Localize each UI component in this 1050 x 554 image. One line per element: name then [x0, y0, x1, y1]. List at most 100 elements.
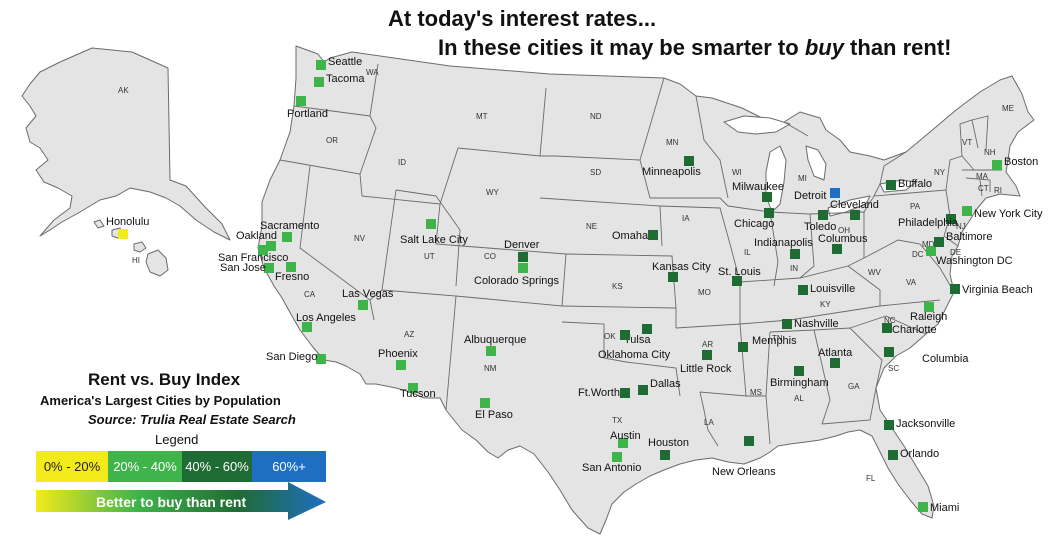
city-marker-detroit[interactable] — [830, 188, 840, 198]
city-marker-st-louis[interactable] — [732, 276, 742, 286]
city-label-columbus[interactable]: Columbus — [818, 233, 868, 245]
city-marker-san-antonio[interactable] — [612, 452, 622, 462]
city-label-memphis[interactable]: Memphis — [752, 335, 797, 347]
city-marker-portland[interactable] — [296, 96, 306, 106]
city-marker-birmingham[interactable] — [794, 366, 804, 376]
city-label-indianapolis[interactable]: Indianapolis — [754, 237, 813, 249]
city-label-tacoma[interactable]: Tacoma — [326, 73, 365, 85]
city-marker-atlanta[interactable] — [830, 358, 840, 368]
city-marker-san-francisco[interactable] — [258, 245, 268, 255]
city-label-honolulu[interactable]: Honolulu — [106, 216, 150, 228]
city-marker-tulsa[interactable] — [642, 324, 652, 334]
city-marker-tucson[interactable] — [408, 383, 418, 393]
city-label-tulsa[interactable]: Tulsa — [624, 334, 651, 346]
city-marker-new-york-city[interactable] — [962, 206, 972, 216]
city-label-orlando[interactable]: Orlando — [900, 448, 940, 460]
city-label-phoenix[interactable]: Phoenix — [378, 348, 418, 360]
city-marker-seattle[interactable] — [316, 60, 326, 70]
city-label-dallas[interactable]: Dallas — [650, 378, 681, 390]
city-marker-columbus[interactable] — [832, 244, 842, 254]
city-label-miami[interactable]: Miami — [930, 502, 960, 514]
city-marker-omaha[interactable] — [648, 230, 658, 240]
city-marker-washington-dc[interactable] — [926, 246, 936, 256]
city-marker-milwaukee[interactable] — [762, 192, 772, 202]
city-label-sacramento[interactable]: Sacramento — [260, 220, 320, 232]
city-label-san-diego[interactable]: San Diego — [266, 351, 318, 363]
city-label-los-angeles[interactable]: Los Angeles — [296, 312, 356, 324]
city-marker-memphis[interactable] — [738, 342, 748, 352]
city-label-buffalo[interactable]: Buffalo — [898, 178, 933, 190]
city-marker-charlotte[interactable] — [882, 323, 892, 333]
city-label-washington-dc[interactable]: Washington DC — [936, 255, 1013, 267]
city-label-chicago[interactable]: Chicago — [734, 218, 775, 230]
city-label-detroit[interactable]: Detroit — [794, 190, 827, 202]
city-label-ft-worth[interactable]: Ft.Worth — [578, 387, 620, 399]
city-marker-chicago[interactable] — [764, 208, 774, 218]
city-label-new-york-city[interactable]: New York City — [974, 208, 1043, 220]
city-marker-jacksonville[interactable] — [884, 420, 894, 430]
city-marker-el-paso[interactable] — [480, 398, 490, 408]
city-marker-toledo[interactable] — [818, 210, 828, 220]
city-label-omaha[interactable]: Omaha — [612, 230, 649, 242]
city-label-raleigh[interactable]: Raleigh — [910, 311, 948, 323]
city-label-little-rock[interactable]: Little Rock — [680, 363, 732, 375]
city-marker-salt-lake-city[interactable] — [426, 219, 436, 229]
city-label-denver[interactable]: Denver — [504, 239, 540, 251]
city-label-philadelphia[interactable]: Philadelphia — [898, 217, 958, 229]
city-marker-indianapolis[interactable] — [790, 249, 800, 259]
city-marker-columbia[interactable] — [884, 347, 894, 357]
city-label-birmingham[interactable]: Birmingham — [770, 377, 829, 389]
city-label-kansas-city[interactable]: Kansas City — [652, 261, 711, 273]
city-marker-houston[interactable] — [660, 450, 670, 460]
city-marker-colorado-springs[interactable] — [518, 263, 528, 273]
city-marker-oakland[interactable] — [266, 241, 276, 251]
city-label-tucson[interactable]: Tucson — [400, 388, 436, 400]
city-marker-las-vegas[interactable] — [358, 300, 368, 310]
city-label-louisville[interactable]: Louisville — [810, 283, 856, 295]
city-marker-virginia-beach[interactable] — [950, 284, 960, 294]
city-marker-dallas[interactable] — [638, 385, 648, 395]
city-marker-cleveland[interactable] — [850, 210, 860, 220]
city-label-oakland[interactable]: Oakland — [236, 230, 277, 242]
city-label-portland[interactable]: Portland — [287, 108, 328, 120]
city-label-new-orleans[interactable]: New Orleans — [712, 466, 776, 478]
city-marker-minneapolis[interactable] — [684, 156, 694, 166]
city-marker-sacramento[interactable] — [282, 232, 292, 242]
city-label-albuquerque[interactable]: Albuquerque — [464, 334, 527, 346]
city-marker-kansas-city[interactable] — [668, 272, 678, 282]
city-label-el-paso[interactable]: El Paso — [475, 409, 513, 421]
city-label-minneapolis[interactable]: Minneapolis — [642, 166, 701, 178]
city-label-san-antonio[interactable]: San Antonio — [582, 462, 642, 474]
city-label-san-francisco[interactable]: San Francisco — [218, 252, 289, 264]
city-marker-denver[interactable] — [518, 252, 528, 262]
city-marker-new-orleans[interactable] — [744, 436, 754, 446]
city-marker-san-diego[interactable] — [316, 354, 326, 364]
city-marker-raleigh[interactable] — [924, 302, 934, 312]
city-label-columbia[interactable]: Columbia — [922, 353, 969, 365]
city-label-salt-lake-city[interactable]: Salt Lake City — [400, 234, 468, 246]
city-label-austin[interactable]: Austin — [610, 430, 641, 442]
city-label-fresno[interactable]: Fresno — [275, 271, 310, 283]
city-marker-philadelphia[interactable] — [946, 214, 956, 224]
city-marker-orlando[interactable] — [888, 450, 898, 460]
city-label-colorado-springs[interactable]: Colorado Springs — [474, 275, 559, 287]
city-marker-louisville[interactable] — [798, 285, 808, 295]
city-label-houston[interactable]: Houston — [648, 437, 689, 449]
city-marker-phoenix[interactable] — [396, 360, 406, 370]
city-label-baltimore[interactable]: Baltimore — [946, 231, 993, 243]
city-marker-san-jose[interactable] — [264, 263, 274, 273]
city-marker-oklahoma-city[interactable] — [620, 330, 630, 340]
city-label-las-vegas[interactable]: Las Vegas — [342, 288, 394, 300]
city-marker-ft-worth[interactable] — [620, 388, 630, 398]
city-label-milwaukee[interactable]: Milwaukee — [732, 181, 784, 193]
city-marker-honolulu[interactable] — [118, 229, 128, 239]
city-marker-los-angeles[interactable] — [302, 322, 312, 332]
city-label-cleveland[interactable]: Cleveland — [830, 199, 879, 211]
city-marker-baltimore[interactable] — [934, 237, 944, 247]
city-label-atlanta[interactable]: Atlanta — [818, 347, 853, 359]
city-label-san-jose[interactable]: San Jose — [220, 262, 266, 274]
city-label-charlotte[interactable]: Charlotte — [892, 324, 937, 336]
city-marker-austin[interactable] — [618, 438, 628, 448]
city-marker-buffalo[interactable] — [886, 180, 896, 190]
city-label-oklahoma-city[interactable]: Oklahoma City — [598, 349, 671, 361]
